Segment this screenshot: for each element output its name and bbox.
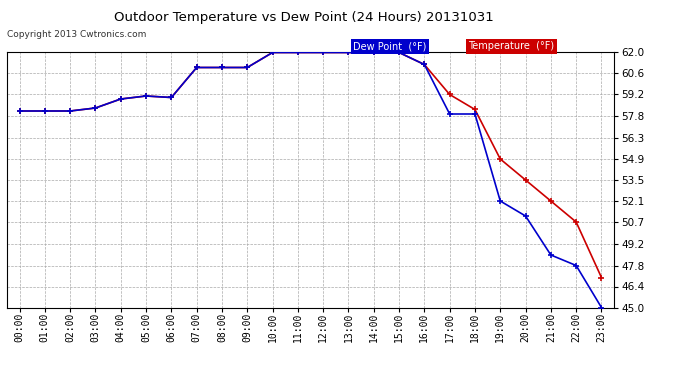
Text: Temperature  (°F): Temperature (°F) xyxy=(469,41,555,51)
Text: Copyright 2013 Cwtronics.com: Copyright 2013 Cwtronics.com xyxy=(7,30,146,39)
Text: Dew Point  (°F): Dew Point (°F) xyxy=(353,41,426,51)
Text: Outdoor Temperature vs Dew Point (24 Hours) 20131031: Outdoor Temperature vs Dew Point (24 Hou… xyxy=(114,11,493,24)
